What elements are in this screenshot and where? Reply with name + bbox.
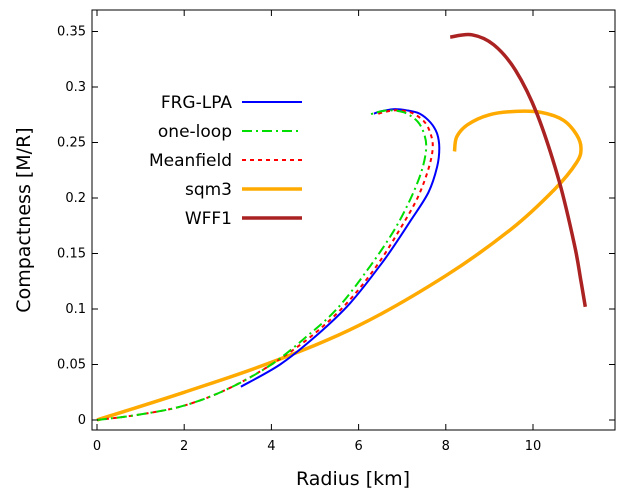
y-tick-label: 0.35 bbox=[57, 25, 86, 40]
series-line-one-loop bbox=[96, 109, 428, 421]
series-line-meanfield bbox=[96, 109, 434, 421]
x-tick-label: 8 bbox=[442, 439, 450, 454]
y-axis-title: Compactness [M/R] bbox=[13, 127, 35, 312]
y-axis: 0 0.05 0.1 0.15 0.2 0.25 0.3 0.35 bbox=[57, 25, 615, 428]
legend-label-sqm3: sqm3 bbox=[185, 180, 232, 200]
plot-frame bbox=[91, 9, 616, 431]
x-tick-label: 2 bbox=[180, 439, 188, 454]
legend-label-meanfield: Meanfield bbox=[149, 151, 232, 171]
series-line-frg-lpa bbox=[240, 108, 441, 388]
series-line-wff1 bbox=[449, 32, 588, 308]
x-tick-label: 6 bbox=[354, 439, 362, 454]
y-tick-label: 0.25 bbox=[57, 136, 86, 151]
y-tick-label: 0.1 bbox=[65, 302, 86, 317]
x-axis-title: Radius [km] bbox=[296, 468, 410, 490]
plot-lines bbox=[96, 32, 588, 422]
x-tick-label: 0 bbox=[93, 439, 101, 454]
y-tick-label: 0 bbox=[78, 413, 86, 428]
legend-label-frg-lpa: FRG-LPA bbox=[161, 93, 233, 113]
legend: FRG-LPA one-loop Meanfield sqm3 WFF1 bbox=[149, 93, 302, 229]
series-line-sqm3 bbox=[96, 109, 583, 422]
y-tick-label: 0.3 bbox=[65, 80, 86, 95]
x-tick-label: 4 bbox=[267, 439, 275, 454]
y-tick-label: 0.15 bbox=[57, 247, 86, 262]
x-axis: 0 2 4 6 8 10 bbox=[93, 10, 541, 454]
legend-label-wff1: WFF1 bbox=[185, 209, 232, 229]
y-tick-label: 0.2 bbox=[65, 191, 86, 206]
x-tick-label: 10 bbox=[525, 439, 542, 454]
legend-label-one-loop: one-loop bbox=[158, 122, 232, 142]
y-tick-label: 0.05 bbox=[57, 358, 86, 373]
